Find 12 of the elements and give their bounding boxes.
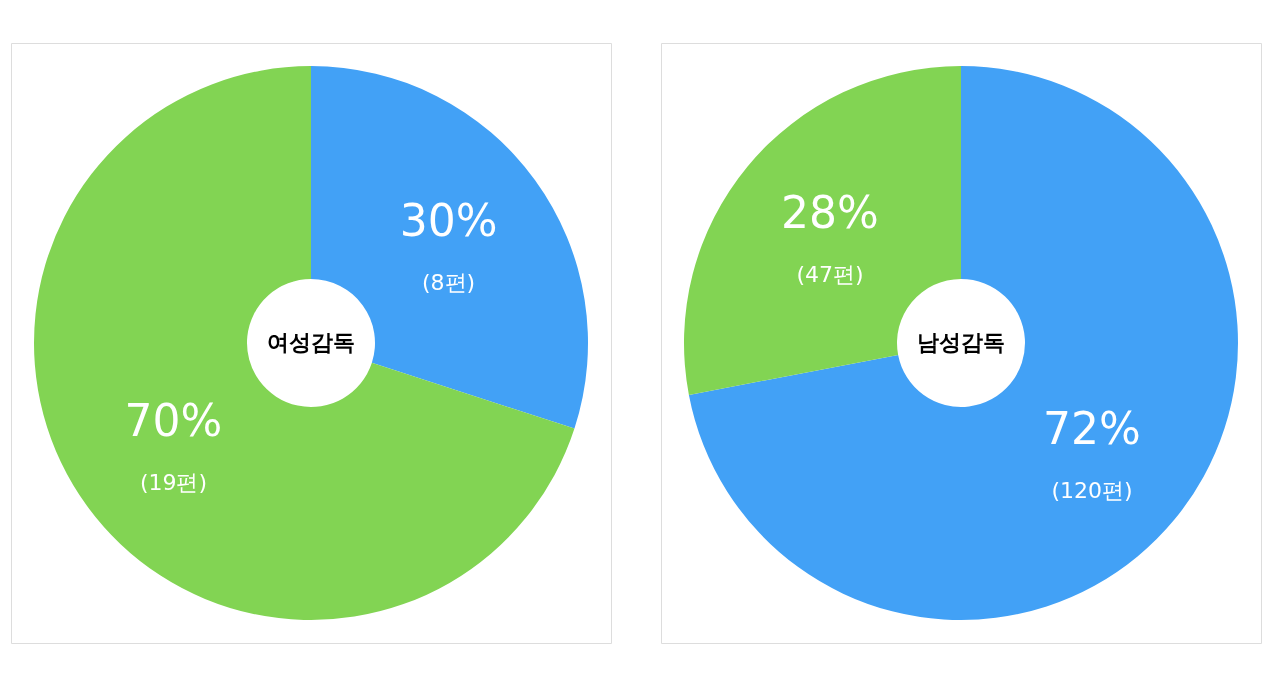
data-label: 28%: [781, 186, 879, 238]
donut-slice: [688, 66, 1238, 620]
text: (120편): [1051, 478, 1133, 504]
data-label: 70%: [124, 394, 223, 446]
text: 남성감독: [917, 330, 1005, 355]
text: (8편): [421, 270, 476, 296]
text: 여성감독: [267, 330, 355, 355]
text: (47편): [796, 261, 864, 287]
data-label: 72%: [1043, 403, 1141, 455]
data-label: 30%: [399, 195, 498, 247]
donut-slice: [34, 66, 575, 620]
text: (19편): [139, 469, 208, 495]
